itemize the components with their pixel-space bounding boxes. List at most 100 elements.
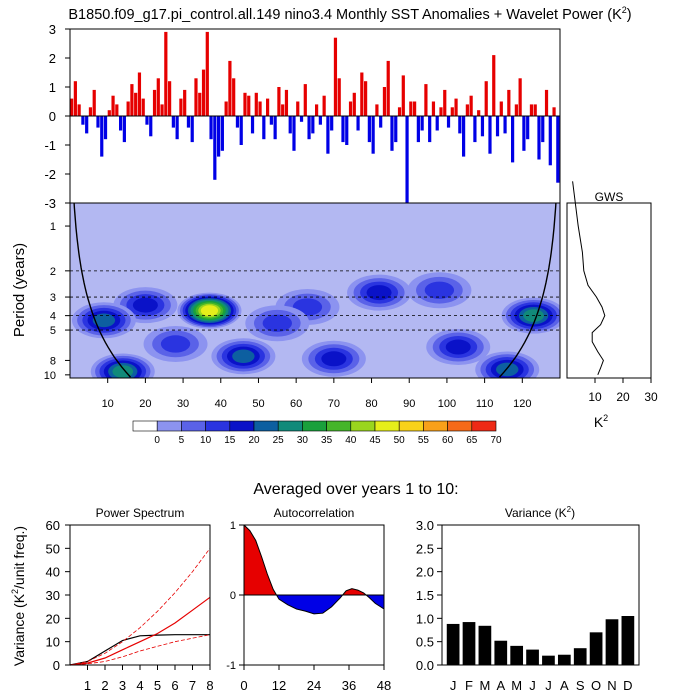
sst-bar [115, 104, 119, 116]
sst-bar [186, 116, 191, 128]
power-spectrum-title: Power Spectrum [96, 506, 185, 520]
colorbar-tick-label: 25 [273, 435, 285, 446]
variance-bar [478, 625, 492, 665]
sst-bar [137, 72, 142, 116]
colorbar-swatch [302, 420, 327, 432]
sst-bar [326, 116, 330, 154]
variance-bar [510, 645, 524, 665]
sst-bar [77, 104, 81, 116]
sst-bar [269, 116, 273, 125]
autocorrelation-chart: Autocorrelation 1 0 -1 0 12 24 36 48 [226, 506, 391, 693]
sst-bar [537, 116, 541, 160]
power-spectrum-x-tick-label: 4 [136, 678, 143, 693]
colorbar: 0 5 10 15 20 25 30 35 40 45 50 55 60 65 70 [132, 420, 502, 446]
sst-bar [194, 78, 198, 116]
colorbar-tick-label: 50 [394, 435, 406, 446]
sst-bar [345, 116, 349, 145]
colorbar-swatch [326, 420, 352, 432]
colorbar-tick-label: 45 [369, 435, 381, 446]
colorbar-swatch [447, 420, 473, 432]
power-spectrum-y-tick-label: 0 [53, 658, 60, 673]
colorbar-tick-label: 40 [345, 435, 357, 446]
sst-bar [209, 116, 213, 140]
wavelet-blob [445, 339, 471, 355]
sst-bar [390, 116, 394, 151]
wavelet-y-tick-label: 3 [50, 292, 56, 304]
autocorrelation-positive-area [244, 525, 384, 595]
sst-bar [337, 78, 341, 116]
sst-bar [171, 116, 175, 128]
sst-bar [100, 116, 104, 157]
sst-bar [303, 84, 307, 116]
sst-bar [103, 116, 108, 140]
variance-bar [526, 649, 539, 665]
wavelet-blob [232, 349, 255, 364]
wavelet-frame [69, 202, 561, 379]
wavelet-blob [262, 314, 292, 332]
sst-y-tick-label: -2 [44, 167, 56, 182]
cone-of-influence-left [73, 203, 132, 378]
sst-bar [413, 101, 417, 116]
sst-bar [243, 92, 247, 116]
autocorrelation-title: Autocorrelation [274, 506, 355, 520]
sst-bar [299, 116, 304, 122]
variance-bar [589, 632, 603, 665]
sst-bar [250, 116, 255, 134]
sst-bar [522, 116, 526, 151]
sst-bar [277, 87, 281, 116]
sst-y-tick-label: -3 [44, 196, 56, 211]
variance-bar [446, 623, 460, 665]
wavelet-x-tick-label: 70 [328, 398, 340, 410]
wavelet-y-tick-label: 2 [50, 266, 56, 278]
sst-bar [356, 116, 360, 131]
sst-bar [85, 116, 89, 134]
colorbar-swatch [350, 420, 376, 432]
sst-y-tick-label: 3 [49, 22, 56, 37]
sst-bar [228, 60, 232, 116]
colorbar-swatch [132, 420, 158, 432]
variance-bar [557, 654, 571, 665]
variance-y-tick-label: 2.5 [416, 541, 434, 556]
sst-bar [367, 116, 371, 143]
sst-bar [122, 116, 126, 143]
sst-bar [183, 89, 187, 116]
sst-bar [386, 60, 390, 116]
colorbar-tick-label: 30 [297, 435, 309, 446]
colorbar-swatch [156, 420, 182, 432]
variance-x-tick-label: N [607, 678, 616, 693]
sst-bar [526, 116, 530, 140]
wavelet-y-tick-label: 5 [50, 325, 56, 337]
sst-bar [96, 116, 100, 128]
wavelet-x-tick-label: 20 [139, 398, 151, 410]
sst-bar [126, 101, 130, 116]
sst-bar [439, 107, 443, 116]
variance-x-tick-label: J [529, 678, 536, 693]
autocorrelation-negative-area [244, 595, 384, 614]
colorbar-tick-label: 55 [418, 435, 430, 446]
power-spectrum-x-tick-label: 8 [206, 678, 213, 693]
variance-x-tick-label: D [623, 678, 632, 693]
sst-bar [130, 84, 134, 116]
wavelet-y-tick-label: 1 [50, 221, 56, 233]
sst-bar [556, 116, 560, 183]
wavelet-x-tick-label: 60 [290, 398, 302, 410]
sst-bar [492, 55, 496, 116]
power-spectrum-y-tick-label: 20 [46, 611, 60, 626]
colorbar-swatch [181, 420, 206, 432]
wavelet-blob [92, 313, 116, 328]
sst-bar [541, 116, 545, 143]
sst-bar [529, 104, 534, 116]
sst-y-tick-label: 1 [49, 80, 56, 95]
sst-bar [424, 84, 428, 116]
wavelet-blob [132, 297, 158, 313]
sst-bar [160, 104, 164, 116]
power-spectrum-x-tick-label: 7 [189, 678, 196, 693]
wavelet-x-tick-label: 100 [438, 398, 456, 410]
sst-bar [284, 89, 289, 116]
autocorrelation-y-tick-label: -1 [226, 660, 236, 672]
autocorrelation-x-tick-label: 36 [342, 678, 356, 693]
colorbar-swatch [398, 420, 424, 432]
autocorrelation-x-tick-label: 0 [240, 678, 247, 693]
